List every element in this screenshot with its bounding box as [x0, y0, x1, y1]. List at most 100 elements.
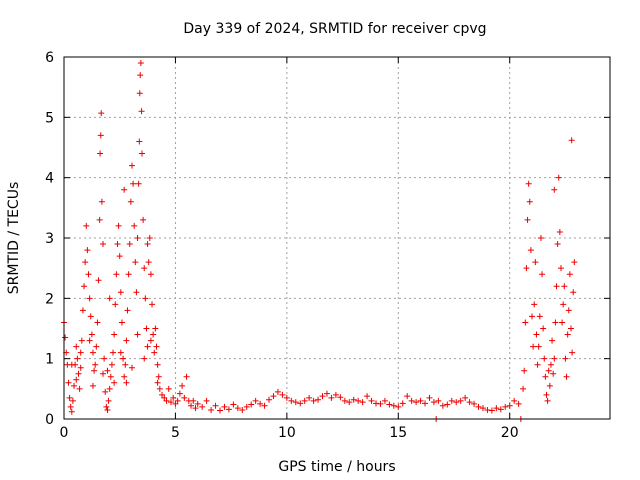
x-tick-label: 5	[171, 425, 180, 441]
data-point	[225, 406, 232, 413]
data-point	[426, 394, 433, 401]
data-point	[154, 361, 161, 368]
data-point	[243, 403, 250, 410]
data-point	[399, 400, 406, 407]
data-point	[107, 373, 114, 380]
data-point	[174, 397, 181, 404]
data-point	[126, 241, 133, 248]
y-tick-label: 5	[45, 110, 54, 126]
data-point	[130, 180, 137, 187]
data-point	[549, 337, 556, 344]
data-point	[541, 355, 548, 362]
data-point	[493, 405, 500, 412]
data-point	[563, 373, 570, 380]
plot-frame	[63, 56, 611, 420]
data-point	[111, 331, 118, 338]
y-axis-label: SRMTID / TECUs	[6, 182, 22, 295]
data-point	[350, 396, 357, 403]
data-point	[559, 319, 566, 326]
data-point	[515, 400, 522, 407]
data-point	[359, 399, 366, 406]
data-point	[323, 390, 330, 397]
data-point	[95, 277, 102, 284]
data-point	[364, 393, 371, 400]
data-point	[377, 400, 384, 407]
data-point	[542, 373, 549, 380]
data-point	[266, 396, 273, 403]
data-point	[562, 355, 569, 362]
data-point	[170, 394, 177, 401]
data-point	[151, 349, 158, 356]
data-point	[479, 405, 486, 412]
x-tick-labels: 0 5 10 15 20	[60, 425, 519, 441]
data-point	[136, 138, 143, 145]
data-point	[104, 406, 111, 413]
data-point	[536, 313, 543, 320]
data-point	[453, 399, 460, 406]
data-point	[301, 397, 308, 404]
data-point	[288, 397, 295, 404]
data-point	[110, 349, 117, 356]
data-point	[571, 259, 578, 266]
x-tick-label: 10	[278, 425, 296, 441]
data-point	[521, 367, 528, 374]
data-points	[61, 60, 578, 422]
data-point	[539, 271, 546, 278]
data-point	[550, 370, 557, 377]
data-point	[115, 222, 122, 229]
data-point	[88, 331, 95, 338]
data-point	[531, 301, 538, 308]
data-point	[93, 343, 100, 350]
data-point	[179, 382, 186, 389]
data-point	[134, 235, 141, 241]
data-point	[86, 337, 93, 344]
data-point	[448, 397, 455, 404]
data-point	[114, 241, 121, 248]
data-point	[78, 337, 85, 344]
data-point	[94, 319, 101, 326]
data-point	[161, 394, 168, 401]
data-point	[85, 271, 92, 278]
data-point	[67, 403, 74, 410]
data-point	[79, 307, 86, 314]
data-point	[457, 397, 464, 404]
data-point	[346, 399, 353, 406]
data-point	[422, 400, 429, 407]
data-point	[120, 355, 127, 362]
data-point	[121, 373, 128, 380]
data-point	[484, 406, 491, 413]
data-point	[566, 271, 573, 278]
data-point	[133, 289, 140, 296]
data-point	[337, 394, 344, 401]
data-point	[69, 397, 76, 404]
data-point	[341, 397, 348, 404]
data-point	[279, 391, 286, 398]
data-point	[137, 60, 144, 67]
data-point	[292, 399, 299, 406]
data-point	[82, 259, 89, 266]
data-point	[332, 391, 339, 398]
data-point	[544, 397, 551, 404]
data-point	[524, 216, 531, 223]
data-point	[310, 397, 317, 404]
data-point	[546, 382, 553, 389]
data-point	[537, 235, 544, 241]
data-point	[71, 382, 78, 389]
data-point	[167, 399, 174, 406]
data-point	[283, 394, 290, 401]
data-point	[73, 343, 80, 350]
data-point	[190, 397, 197, 404]
data-point	[270, 393, 277, 400]
data-point	[89, 349, 96, 356]
data-point	[408, 397, 415, 404]
data-point	[143, 325, 150, 332]
data-point	[65, 379, 72, 386]
data-point	[77, 349, 84, 356]
data-point	[147, 337, 154, 344]
data-point	[140, 216, 147, 223]
data-point	[144, 241, 151, 248]
data-point	[520, 385, 527, 392]
data-point	[116, 253, 123, 260]
data-point	[100, 370, 106, 377]
data-point	[530, 343, 537, 350]
